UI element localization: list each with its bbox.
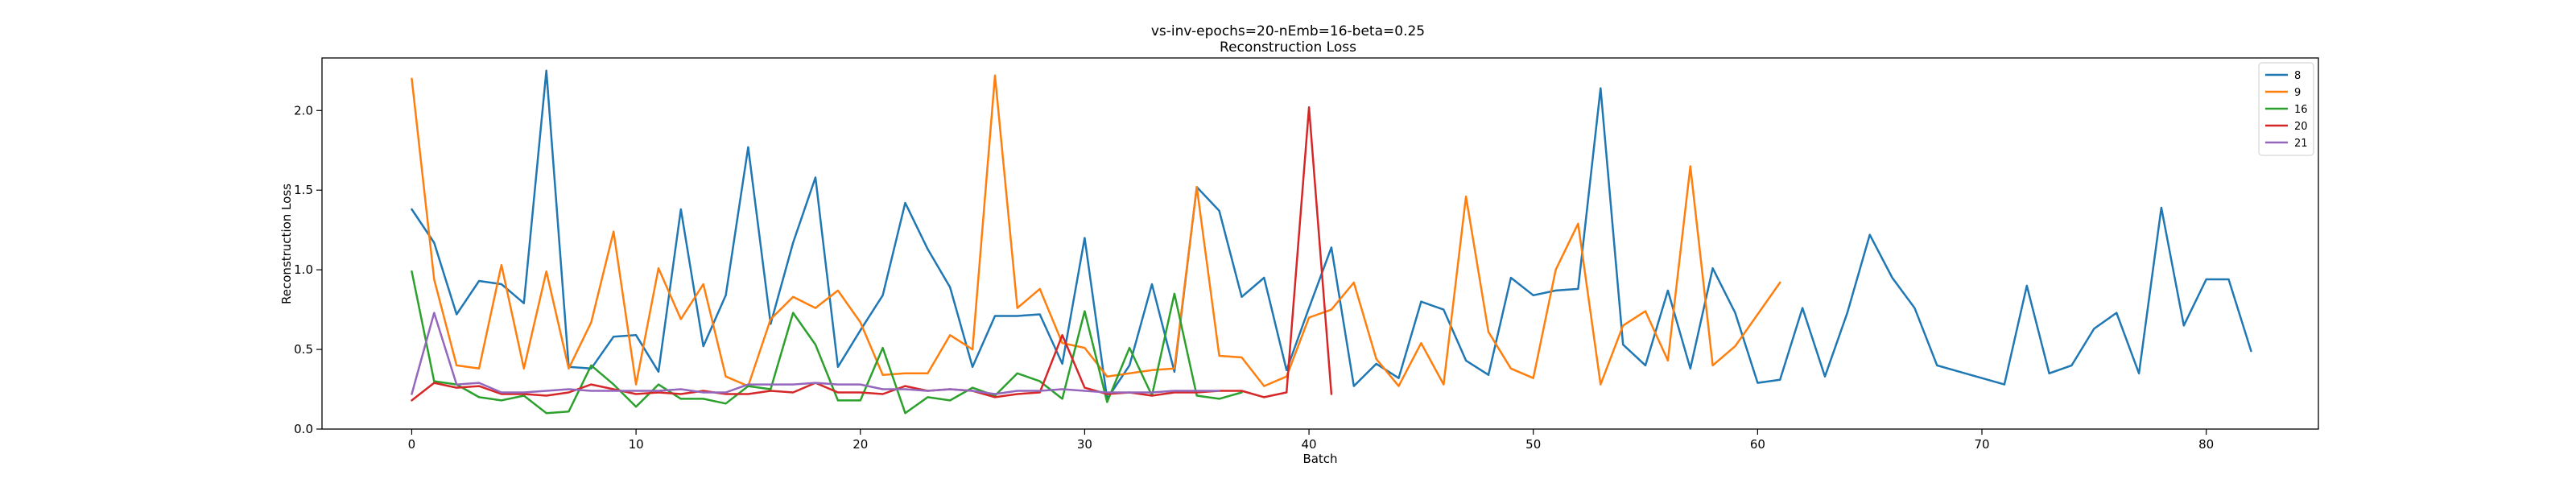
- x-tick-label-80: 80: [2198, 437, 2214, 452]
- x-tick-label-60: 60: [1750, 437, 1765, 452]
- x-tick-label-20: 20: [852, 437, 868, 452]
- plot-area: 0 10 20 30 40 50 60 70 80 0.0 0.5 1.0 1.5 2.0: [294, 57, 2319, 452]
- series-line-16: [411, 270, 1243, 415]
- axes-frame: [321, 57, 2319, 430]
- series-line-8: [411, 69, 2252, 400]
- legend-label-20: 20: [2294, 121, 2308, 133]
- y-tick-label-0: 0.0: [294, 422, 313, 436]
- y-tick-label-1: 1.0: [294, 262, 313, 277]
- x-tick-label-0: 0: [408, 437, 416, 452]
- legend-label-8: 8: [2294, 70, 2301, 82]
- series-line-20: [411, 106, 1333, 402]
- legend-label-16: 16: [2294, 104, 2308, 116]
- legend-label-21: 21: [2294, 138, 2308, 150]
- x-axis-label: Batch: [1302, 452, 1337, 466]
- x-tick-label-10: 10: [629, 437, 644, 452]
- legend-label-9: 9: [2294, 87, 2301, 99]
- x-tick-label-70: 70: [1974, 437, 1989, 452]
- series-line-21: [411, 312, 1220, 395]
- x-tick-label-30: 30: [1077, 437, 1092, 452]
- y-tick-label-1.5: 1.5: [294, 183, 313, 197]
- y-tick-label-0.5: 0.5: [294, 342, 313, 357]
- y-axis-label: Reconstruction Loss: [279, 184, 294, 304]
- x-tick-label-40: 40: [1302, 437, 1317, 452]
- legend: 8 9 16 20 21: [2258, 62, 2314, 156]
- series-line-9: [411, 74, 1781, 387]
- y-tick-label-2: 2.0: [294, 103, 313, 118]
- chart-title: vs-inv-epochs=20-nEmb=16-beta=0.25: [1151, 23, 1425, 39]
- x-tick-label-50: 50: [1525, 437, 1541, 452]
- chart-subtitle: Reconstruction Loss: [1220, 39, 1356, 56]
